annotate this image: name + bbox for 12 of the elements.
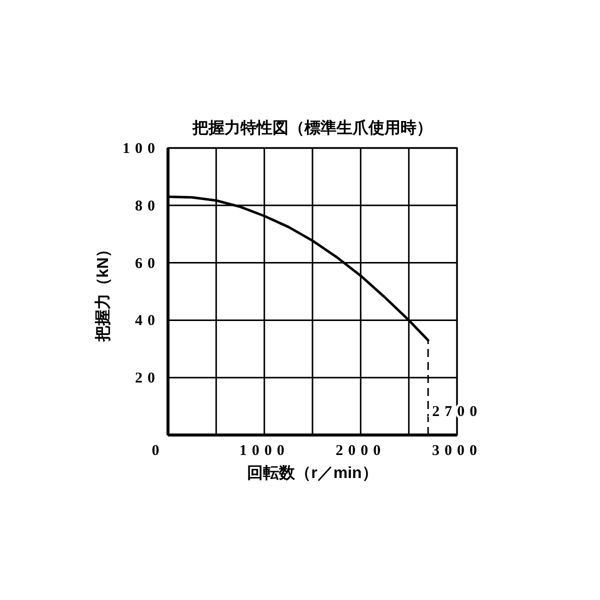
- y-tick-label: 80: [135, 198, 160, 214]
- y-tick-label: 100: [122, 141, 160, 157]
- x-tick-label: 3000: [432, 443, 482, 459]
- y-axis-title: 把握力（kN）: [94, 241, 112, 343]
- y-tick-label: 60: [135, 256, 160, 272]
- chart-title: 把握力特性図（標準生爪使用時）: [192, 119, 432, 137]
- y-tick-label: 20: [135, 370, 160, 387]
- x-axis-title: 回転数（r／min）: [247, 464, 378, 482]
- x-tick-label: 2000: [336, 443, 386, 459]
- x-tick-label: 0: [152, 443, 164, 459]
- x-tick-label: 1000: [239, 443, 290, 459]
- y-tick-label: 40: [135, 313, 160, 330]
